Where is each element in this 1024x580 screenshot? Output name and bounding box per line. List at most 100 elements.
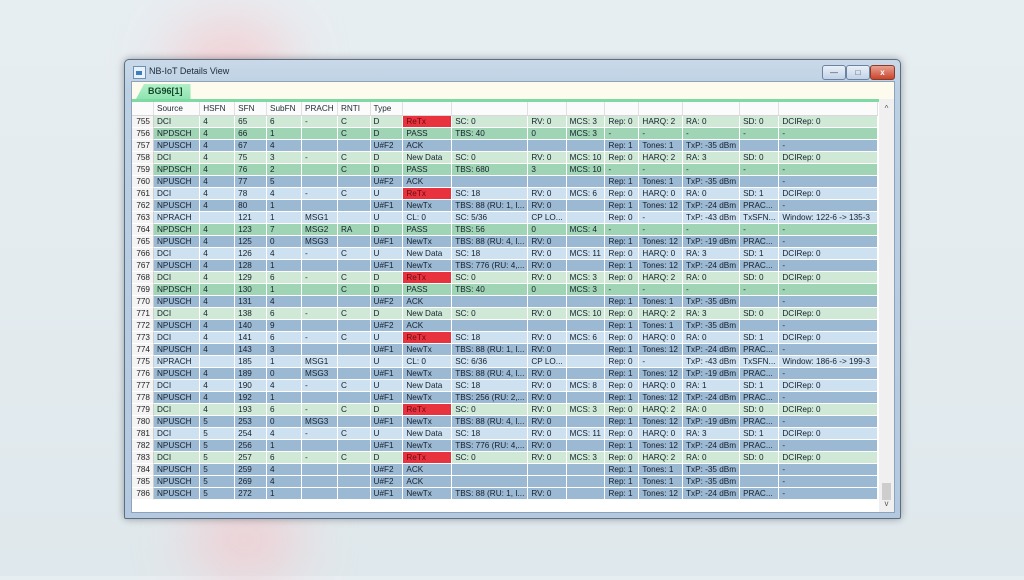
table-row[interactable]: 769 NPDSCH 4 130 1 C D PASS TBS: 40 0 MCS: 3----- (132, 283, 878, 296)
maximize-button[interactable]: □ (846, 65, 870, 80)
cell-mcs (566, 175, 606, 188)
table-row[interactable]: 765 NPUSCH 4 125 0 MSG3 U#F1 NewTx TBS: 88 (RU: … (132, 235, 878, 248)
table-row[interactable]: 771 DCI 4 138 6- C D New Data SC: 0 RV: 0 MCS: 10 R… (132, 307, 878, 320)
cell-subfn: 9 (266, 319, 303, 332)
table-row[interactable]: 759 NPDSCH 4 76 2 C D PASS TBS: 680 3 MCS: 10- - - - - (132, 163, 878, 176)
cell-rnti (337, 175, 371, 188)
cell-ra-txp: TxP: -24 dBm (682, 199, 741, 212)
cell-mcs (566, 295, 606, 308)
cell-type: U (370, 427, 404, 440)
cell-detail-b: RV: 0 (527, 367, 567, 380)
table-row[interactable]: 761 DCI 4 78 4- C U ReTx SC: 18 RV: 0 MCS: 6 Rep: 0… (132, 187, 878, 200)
column-header-col0[interactable] (132, 102, 154, 116)
table-row[interactable]: 786 NPUSCH 5 272 1 U#F1 NewTx TBS: 88 (RU: 1, I… (132, 487, 878, 500)
cell-rep: Rep: 1 (604, 475, 640, 488)
cell-source: NPUSCH (153, 235, 201, 248)
cell-row-number: 759 (132, 163, 154, 176)
cell-rep: Rep: 0 (604, 427, 640, 440)
cell-ra-txp: TxP: -19 dBm (682, 415, 741, 428)
table-row[interactable]: 782 NPUSCH 5 256 1 U#F1 NewTx TBS: 776 (RU: 4,.… (132, 439, 878, 452)
cell-rnti (337, 463, 371, 476)
cell-type: D (370, 271, 404, 284)
table-row[interactable]: 763 NPRACH 121 1 MSG1 U CL: 0 SC: 5/36 CP LO... R… (132, 211, 878, 224)
column-header-prach[interactable]: PRACH (301, 102, 338, 116)
table-row[interactable]: 762 NPUSCH 4 80 1 U#F1 NewTx TBS: 88 (RU: 1, I.… (132, 199, 878, 212)
table-row[interactable]: 776 NPUSCH 4 189 0 MSG3 U#F1 NewTx TBS: 88 (RU: … (132, 367, 878, 380)
cell-hsfn: 4 (199, 391, 236, 404)
cell-row-number: 762 (132, 199, 154, 212)
cell-sfn: 75 (234, 151, 267, 164)
cell-ra-txp: RA: 3 (682, 427, 741, 440)
cell-mcs: MCS: 3 (566, 271, 606, 284)
column-header-col12[interactable] (604, 102, 640, 116)
column-header-col10[interactable] (527, 102, 567, 116)
cell-subfn: 1 (266, 211, 303, 224)
cell-rnti (337, 259, 371, 272)
cell-detail-a: SC: 18 (451, 379, 529, 392)
table-row[interactable]: 772 NPUSCH 4 140 9 U#F2 ACK Rep: 1 Tones: 1 TxP: … (132, 319, 878, 332)
table-row[interactable]: 767 NPUSCH 4 128 1 U#F1 NewTx TBS: 776 (RU: 4,.… (132, 259, 878, 272)
column-header-source[interactable]: Source (153, 102, 201, 116)
title-bar[interactable]: NB-IoT Details View — □ x (125, 60, 900, 84)
cell-source: NPDSCH (153, 283, 201, 296)
cell-sfn: 192 (234, 391, 267, 404)
cell-source: NPUSCH (153, 199, 201, 212)
cell-mcs: MCS: 11 (566, 247, 606, 260)
table-row[interactable]: 784 NPUSCH 5 259 4 U#F2 ACK Rep: 1 Tones: 1 TxP: … (132, 463, 878, 476)
cell-row-number: 766 (132, 247, 154, 260)
cell-source: NPUSCH (153, 439, 201, 452)
table-row[interactable]: 780 NPUSCH 5 253 0 MSG3 U#F1 NewTx TBS: 88 (RU: … (132, 415, 878, 428)
scroll-down-icon[interactable]: v (884, 499, 889, 508)
cell-subfn: 6 (266, 115, 303, 128)
cell-rnti: C (337, 247, 371, 260)
column-header-col16[interactable] (778, 102, 878, 116)
minimize-button[interactable]: — (822, 65, 846, 80)
column-header-col11[interactable] (566, 102, 606, 116)
table-row[interactable]: 773 DCI 4 141 6- C U ReTx SC: 18 RV: 0 MCS: 6 Rep: … (132, 331, 878, 344)
table-row[interactable]: 770 NPUSCH 4 131 4 U#F2 ACK Rep: 1 Tones: 1 TxP: … (132, 295, 878, 308)
cell-source: DCI (153, 403, 201, 416)
cell-ra-txp: TxP: -19 dBm (682, 367, 741, 380)
table-row[interactable]: 768 DCI 4 129 6- C D ReTx SC: 0 RV: 0 MCS: 3 Rep: 0… (132, 271, 878, 284)
cell-extra: - (778, 283, 878, 296)
tab-bg96-1[interactable]: BG96[1] (136, 84, 191, 99)
column-header-col15[interactable] (739, 102, 780, 116)
scroll-up-icon[interactable]: ^ (884, 104, 889, 113)
cell-detail-b (527, 139, 567, 152)
table-row[interactable]: 758 DCI 4 75 3- C D New Data SC: 0 RV: 0 MCS: 10 Re… (132, 151, 878, 164)
cell-row-number: 770 (132, 295, 154, 308)
cell-mcs (566, 235, 606, 248)
table-row[interactable]: 774 NPUSCH 4 143 3 U#F1 NewTx TBS: 88 (RU: 1, I… (132, 343, 878, 356)
column-header-type[interactable]: Type (370, 102, 404, 116)
column-header-rnti[interactable]: RNTI (337, 102, 371, 116)
cell-ra-txp: TxP: -43 dBm (682, 355, 741, 368)
column-header-col9[interactable] (451, 102, 529, 116)
cell-source: NPRACH (153, 211, 201, 224)
table-row[interactable]: 778 NPUSCH 4 192 1 U#F1 NewTx TBS: 256 (RU: 2,.… (132, 391, 878, 404)
table-row[interactable]: 757 NPUSCH 4 67 4 U#F2 ACK Rep: 1 Tones: 1 TxP: -… (132, 139, 878, 152)
table-row[interactable]: 764 NPDSCH 4 123 7 MSG2 RA D PASS TBS: 56 0 MCS: 4-… (132, 223, 878, 236)
column-header-col14[interactable] (682, 102, 741, 116)
cell-subfn: 6 (266, 451, 303, 464)
table-row[interactable]: 779 DCI 4 193 6- C D ReTx SC: 0 RV: 0 MCS: 3 Rep: 0… (132, 403, 878, 416)
table-row[interactable]: 766 DCI 4 126 4- C U New Data SC: 18 RV: 0 MCS: 11… (132, 247, 878, 260)
close-button[interactable]: x (870, 65, 895, 80)
table-row[interactable]: 785 NPUSCH 5 269 4 U#F2 ACK Rep: 1 Tones: 1 TxP: … (132, 475, 878, 488)
cell-prach: MSG3 (301, 367, 338, 380)
table-row[interactable]: 783 DCI 5 257 6- C D ReTx SC: 0 RV: 0 MCS: 3 Rep: 0… (132, 451, 878, 464)
column-header-subfn[interactable]: SubFN (266, 102, 303, 116)
scroll-thumb[interactable] (882, 483, 891, 500)
table-row[interactable]: 781 DCI 5 254 4- C U New Data SC: 18 RV: 0 MCS: 11… (132, 427, 878, 440)
table-row[interactable]: 760 NPUSCH 4 77 5 U#F2 ACK Rep: 1 Tones: 1 TxP: -… (132, 175, 878, 188)
column-header-col8[interactable] (402, 102, 453, 116)
table-row[interactable]: 756 NPDSCH 4 66 1 C D PASS TBS: 40 0 MCS: 3----- (132, 127, 878, 140)
table-row[interactable]: 775 NPRACH 185 1 MSG1 U CL: 0 SC: 6/36 CP LO... R… (132, 355, 878, 368)
column-header-col13[interactable] (638, 102, 684, 116)
column-header-hsfn[interactable]: HSFN (199, 102, 236, 116)
cell-sd: SD: 0 (739, 271, 780, 284)
vertical-scrollbar[interactable]: ^ v (879, 99, 894, 512)
column-header-sfn[interactable]: SFN (234, 102, 267, 116)
cell-sfn: 76 (234, 163, 267, 176)
